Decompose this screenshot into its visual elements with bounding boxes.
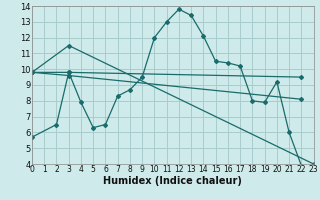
X-axis label: Humidex (Indice chaleur): Humidex (Indice chaleur) [103, 176, 242, 186]
